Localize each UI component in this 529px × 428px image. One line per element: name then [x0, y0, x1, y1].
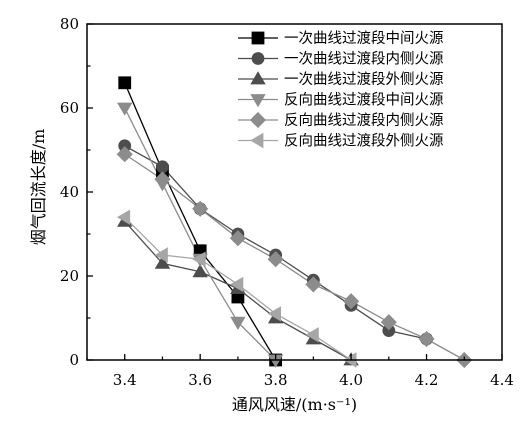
legend-marker — [251, 31, 265, 45]
data-point — [267, 306, 282, 322]
y-tick-label: 80 — [60, 15, 79, 33]
data-point — [343, 293, 360, 310]
x-axis-title: 通风风速/(m·s⁻¹) — [232, 395, 357, 414]
x-tick-label: 3.6 — [188, 371, 212, 389]
data-point — [117, 102, 133, 116]
data-point — [192, 251, 206, 267]
data-point — [192, 200, 209, 217]
data-point — [267, 251, 284, 268]
legend-marker — [250, 71, 266, 85]
data-point — [380, 314, 397, 331]
y-tick-label: 0 — [69, 351, 79, 369]
legend-marker — [250, 132, 264, 149]
x-tick-label: 4.2 — [415, 371, 439, 389]
data-point — [116, 146, 133, 163]
legend-label: 一次曲线过渡段中间火源 — [284, 30, 444, 47]
y-axis: 0 20 40 60 80 — [60, 15, 93, 369]
x-tick-label: 3.8 — [264, 371, 288, 389]
legend-label: 反向曲线过渡段外侧火源 — [284, 133, 444, 150]
data-point — [156, 160, 169, 174]
y-tick-label: 40 — [60, 183, 79, 201]
x-axis: 3.4 3.6 3.8 4.0 4.2 4.4 — [86, 354, 514, 389]
series-line-1 — [124, 82, 277, 361]
data-point — [229, 230, 246, 247]
data-point — [230, 316, 246, 330]
legend-label: 一次曲线过渡段外侧火源 — [284, 71, 444, 88]
x-tick-label: 4.0 — [339, 371, 363, 389]
x-tick-label: 4.4 — [490, 371, 514, 389]
legend-label: 一次曲线过渡段内侧火源 — [284, 51, 444, 68]
data-point — [230, 276, 244, 293]
legend-label: 反向曲线过渡段内侧火源 — [284, 112, 444, 129]
data-point — [305, 327, 319, 343]
data-point — [192, 264, 208, 278]
legend-marker — [251, 52, 265, 65]
data-point — [418, 330, 435, 348]
y-tick-label: 20 — [60, 267, 79, 285]
data-point — [154, 247, 168, 263]
y-axis-title: 烟气回流长度/m — [29, 129, 48, 246]
legend-marker — [249, 111, 267, 129]
series-line-5 — [124, 153, 465, 361]
x-tick-label: 3.4 — [113, 371, 137, 389]
data-point — [305, 276, 322, 293]
legend-marker — [250, 94, 266, 108]
data-point — [116, 209, 131, 225]
legend: 一次曲线过渡段中间火源一次曲线过渡段内侧火源一次曲线过渡段外侧火源反向曲线过渡段… — [238, 30, 444, 150]
y-tick-label: 60 — [60, 99, 79, 117]
data-point — [118, 76, 132, 90]
data-point — [154, 255, 171, 269]
data-point — [154, 171, 171, 188]
legend-label: 反向曲线过渡段中间火源 — [284, 92, 444, 109]
